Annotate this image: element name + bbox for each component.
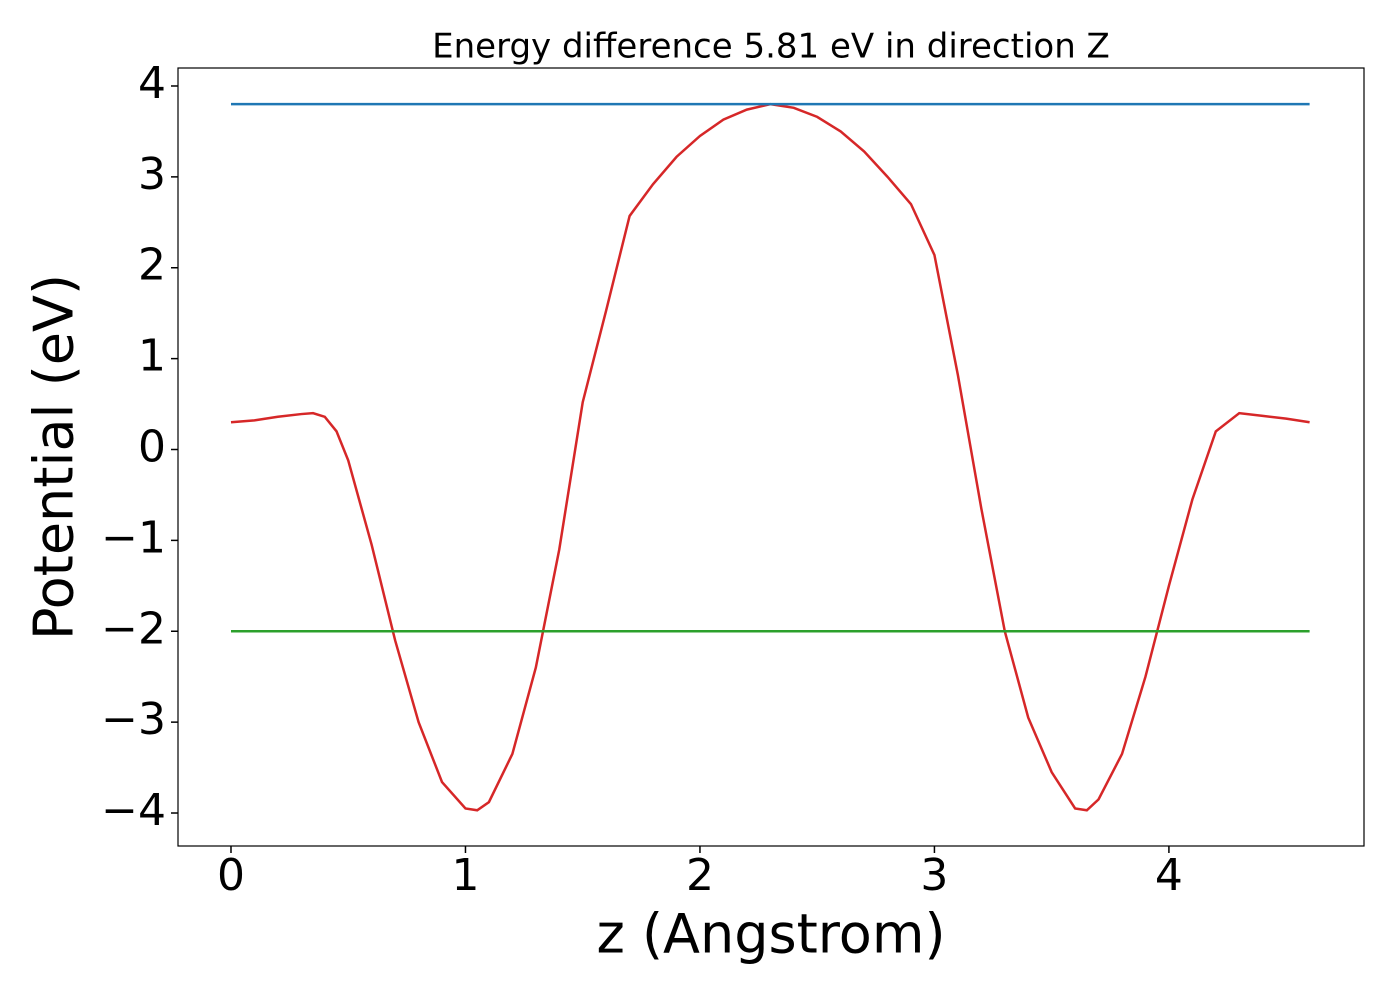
y-tick-label: 4 — [138, 58, 166, 109]
y-tick-label: 2 — [138, 240, 166, 291]
y-tick-label: 1 — [138, 331, 166, 382]
y-tick-label: −2 — [101, 603, 166, 654]
x-tick-label: 0 — [217, 850, 245, 901]
y-tick-label: −1 — [101, 512, 166, 563]
x-tick-label: 1 — [451, 850, 479, 901]
x-tick-label: 3 — [920, 850, 948, 901]
y-tick-label: −4 — [101, 785, 166, 836]
data-line — [230, 102, 1310, 812]
plot-frame — [177, 67, 1365, 847]
y-tick-label: 0 — [138, 422, 166, 473]
y-tick-label: −3 — [101, 694, 166, 745]
y-axis-label: Potential (eV) — [23, 274, 86, 640]
chart-title: Energy difference 5.81 eV in direction Z — [432, 27, 1110, 67]
x-axis-label: z (Angstrom) — [596, 903, 945, 966]
x-tick-label: 2 — [686, 850, 714, 901]
y-tick-label: 3 — [138, 149, 166, 200]
x-tick-label: 4 — [1155, 850, 1183, 901]
